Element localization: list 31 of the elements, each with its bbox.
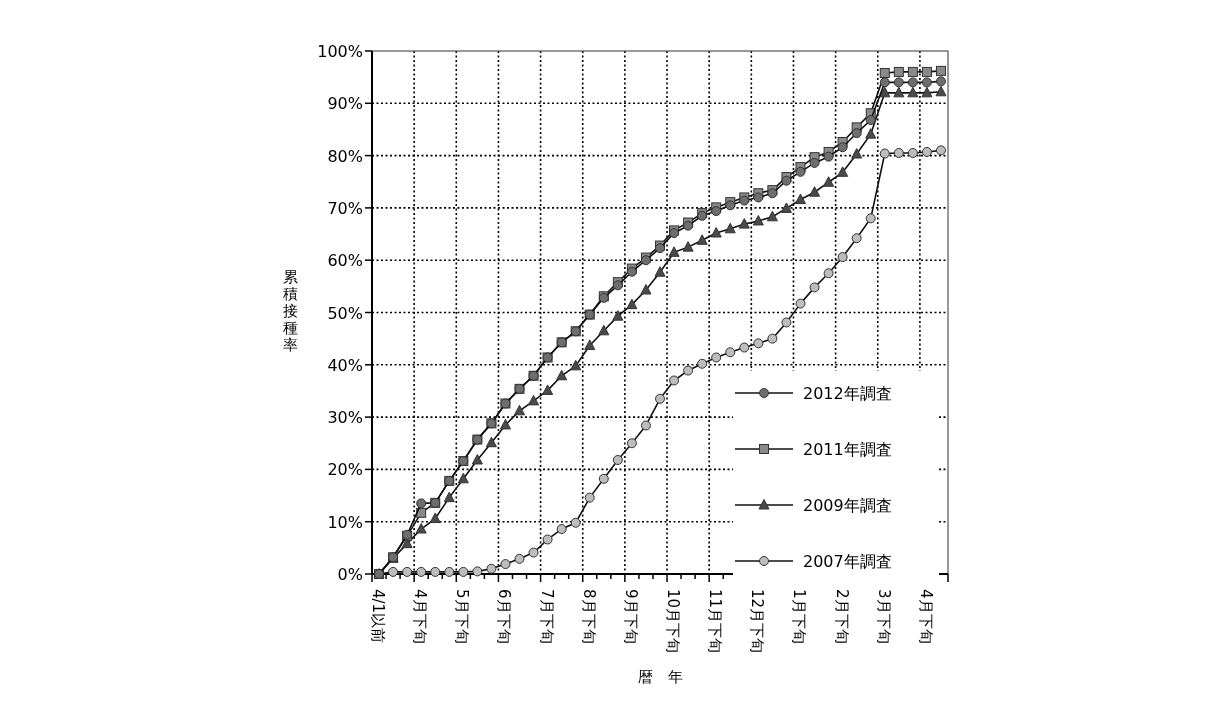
x-tick-label: 8月下旬: [579, 589, 598, 644]
y-tick-label: 10%: [327, 512, 363, 532]
x-tick-label: 5月下旬: [453, 589, 472, 644]
y-tick-label: 20%: [327, 460, 363, 480]
legend-label: 2012年調査: [803, 384, 892, 403]
y-tick-label: 90%: [327, 94, 363, 114]
x-tick-label: 4月下旬: [916, 589, 935, 644]
legend-label: 2011年調査: [803, 440, 892, 459]
legend-label: 2007年調査: [803, 552, 892, 571]
x-tick-label: 12月下旬: [748, 589, 767, 654]
y-tick-label: 60%: [327, 251, 363, 271]
x-tick-label: 10月下旬: [664, 589, 683, 654]
y-tick-label: 30%: [327, 408, 363, 428]
y-tick-label: 0%: [337, 565, 363, 584]
y-tick-label: 80%: [327, 146, 363, 166]
x-tick-label: 1月下旬: [790, 589, 809, 644]
x-tick-label: 6月下旬: [495, 589, 514, 644]
x-tick-label: 9月下旬: [621, 589, 640, 644]
x-tick-label: 4月下旬: [411, 589, 430, 644]
y-tick-label: 40%: [327, 355, 363, 375]
x-tick-label: 3月下旬: [874, 589, 893, 644]
y-tick-label: 50%: [327, 303, 363, 323]
legend-label: 2009年調査: [803, 496, 892, 515]
x-tick-label: 11月下旬: [706, 589, 725, 654]
x-tick-label: 2月下旬: [832, 589, 851, 644]
x-tick-label: 4/1以前: [369, 589, 388, 644]
y-axis-title: 累積接種率: [282, 268, 298, 354]
y-tick-label: 100%: [317, 42, 363, 61]
y-tick-label: 70%: [327, 198, 363, 218]
x-axis-title: 暦 年: [637, 668, 683, 686]
x-tick-label: 7月下旬: [537, 589, 556, 644]
